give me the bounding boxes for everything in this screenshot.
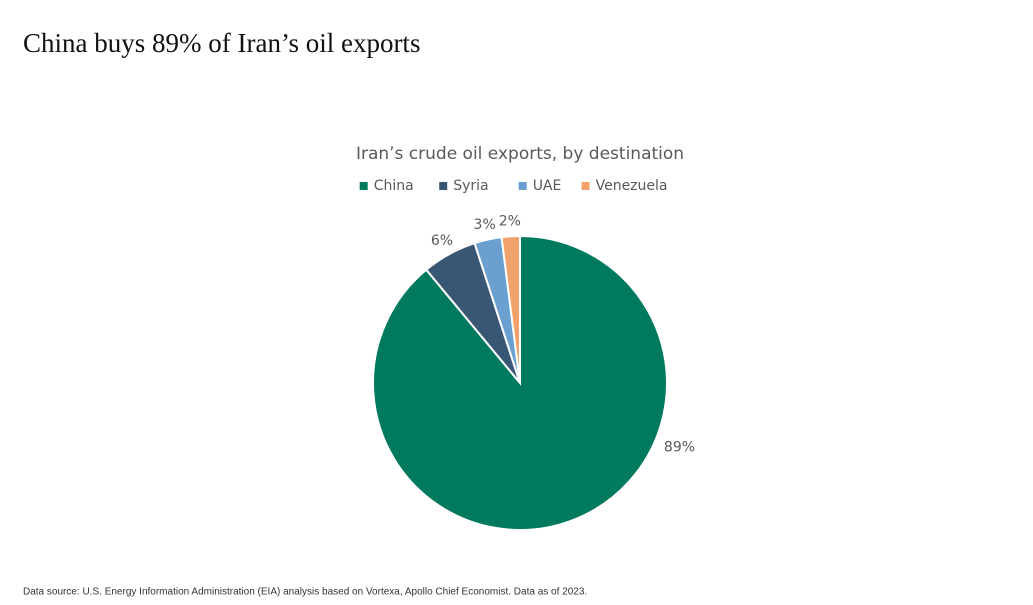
value-label: 89% [664, 439, 695, 455]
pie-slice [500, 234, 521, 384]
legend-swatch [359, 182, 368, 190]
legend-label: Syria [453, 178, 488, 194]
legend-swatch [439, 182, 448, 190]
value-label: 6% [431, 233, 453, 249]
legend-label: China [374, 178, 414, 194]
value-label: 3% [474, 217, 496, 233]
legend-swatch [518, 182, 527, 190]
legend-label: UAE [533, 178, 562, 194]
legend-label: Venezuela [596, 178, 668, 194]
value-label: 2% [499, 213, 521, 229]
chart-title: Iran’s crude oil exports, by destination [356, 144, 684, 164]
legend-swatch [581, 182, 590, 190]
source-note: Data source: U.S. Energy Information Adm… [23, 587, 587, 598]
page-title: China buys 89% of Iran’s oil exports [23, 28, 420, 58]
